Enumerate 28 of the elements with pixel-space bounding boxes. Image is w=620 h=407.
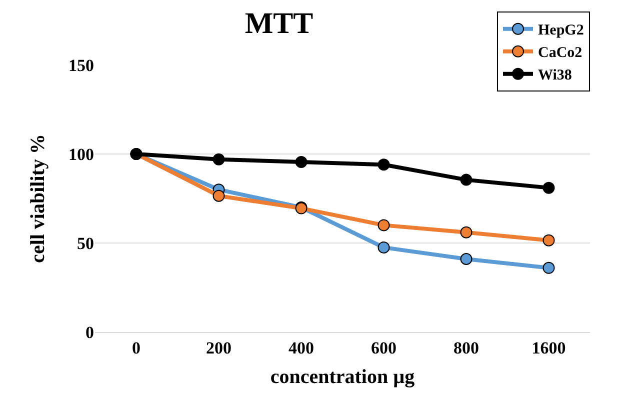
- point: [212, 190, 225, 202]
- x-tick-label: 1600: [532, 338, 566, 358]
- point: [378, 241, 390, 254]
- legend-label: Wi38: [538, 68, 572, 84]
- point: [295, 156, 308, 168]
- x-tick-label: 200: [206, 338, 232, 358]
- point: [378, 158, 390, 171]
- y-tick-label: 150: [68, 56, 94, 75]
- y-tick-label: 0: [86, 322, 94, 342]
- point: [542, 234, 555, 246]
- point: [542, 262, 555, 274]
- point: [460, 226, 472, 238]
- x-tick-label: 800: [454, 338, 479, 358]
- point: [212, 153, 225, 166]
- x-tick-label: 400: [288, 338, 314, 358]
- legend-label: HepG2: [538, 22, 584, 39]
- point: [460, 174, 472, 186]
- point: [460, 253, 472, 266]
- x-tick-label: 0: [132, 338, 140, 358]
- point: [378, 219, 390, 232]
- y-tick-label: 50: [77, 234, 94, 253]
- legend-label: CaCo2: [538, 45, 582, 62]
- y-axis-title: cell viability %: [27, 134, 49, 263]
- y-tick-label: 100: [68, 144, 94, 164]
- chart-title: MTT: [244, 7, 314, 40]
- x-axis-title: concentration µg: [270, 366, 415, 388]
- point: [542, 182, 555, 194]
- x-tick-label: 600: [371, 338, 396, 358]
